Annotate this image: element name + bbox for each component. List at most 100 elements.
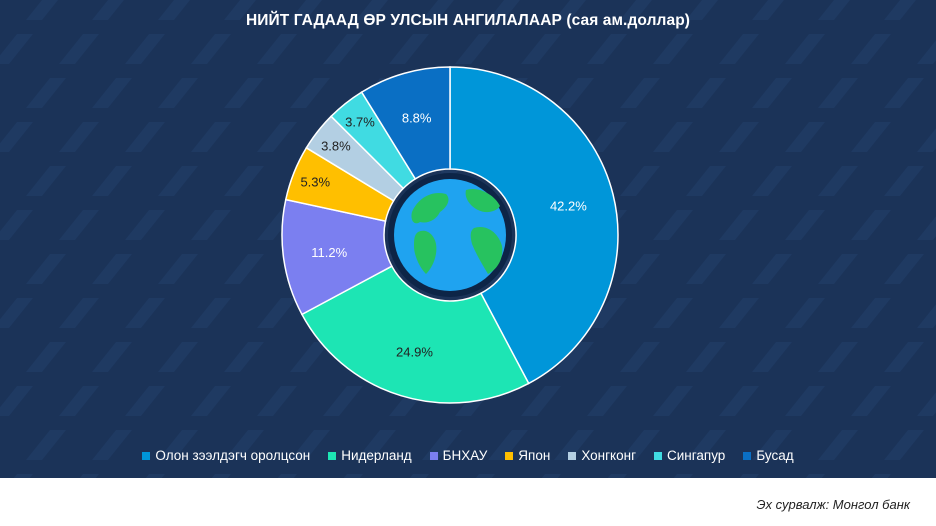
background-stripe (59, 34, 99, 64)
pie-slice-labels: 42.2% 24.9% 11.2% 5.3% 3.8% 3.7% 8.8% (300, 111, 587, 360)
background-stripe (13, 474, 33, 478)
background-stripe (158, 342, 198, 372)
background-stripe (26, 430, 66, 460)
background-stripe (257, 298, 297, 328)
legend-swatch (505, 451, 514, 460)
background-stripe (719, 34, 759, 64)
background-stripe (158, 254, 198, 284)
legend-swatch (328, 451, 337, 460)
background-stripe (191, 122, 231, 152)
background-stripe (587, 386, 627, 416)
background-stripe (191, 34, 231, 64)
background-stripe (290, 342, 330, 372)
background-stripe (653, 386, 693, 416)
pie-slices (281, 66, 619, 404)
background-stripe (785, 210, 825, 240)
legend-label: Япон (518, 448, 551, 463)
legend-item: Хонгконг (568, 448, 636, 463)
background-stripe (884, 0, 916, 20)
background-stripe (125, 386, 165, 416)
background-stripe (125, 122, 165, 152)
background-stripe (620, 166, 660, 196)
background-stripe (257, 122, 297, 152)
chart-legend: Олон зээлдэгч оролцсон Нидерланд БНХАУ Япон… (0, 448, 936, 463)
background-stripe (719, 298, 759, 328)
legend-item: БНХАУ (429, 448, 488, 463)
background-stripe (620, 254, 660, 284)
background-stripe (884, 430, 924, 460)
background-stripe (224, 254, 264, 284)
background-stripe (587, 298, 627, 328)
background-stripe (620, 342, 660, 372)
background-stripe (587, 122, 627, 152)
background-stripe (851, 386, 891, 416)
background-stripe (587, 34, 627, 64)
background-stripe (851, 298, 891, 328)
background-stripe (917, 128, 936, 152)
background-stripe (323, 34, 363, 64)
background-stripe (818, 166, 858, 196)
background-stripe (785, 34, 825, 64)
chart-panel: НИЙТ ГАДААД ӨР УЛСЫН АНГИЛАЛААР (сая ам.… (0, 0, 936, 478)
background-stripe (125, 34, 165, 64)
background-stripe (686, 0, 718, 20)
pie-slice-label: 24.9% (396, 345, 433, 360)
background-stripe (752, 78, 792, 108)
background-stripe (719, 122, 759, 152)
background-stripe (455, 34, 495, 64)
background-stripe (620, 78, 660, 108)
background-stripe (785, 298, 825, 328)
background-stripe (277, 474, 297, 478)
background-stripe (343, 474, 363, 478)
background-stripe (145, 474, 165, 478)
background-stripe (818, 254, 858, 284)
background-stripe (0, 386, 33, 416)
background-stripe (686, 430, 726, 460)
background-stripe (752, 342, 792, 372)
background-stripe (521, 34, 561, 64)
background-stripe (0, 34, 33, 64)
background-stripe (290, 78, 330, 108)
background-stripe (211, 474, 231, 478)
pie-slice-label: 42.2% (550, 199, 587, 214)
background-stripe (191, 386, 231, 416)
background-stripe (917, 392, 936, 416)
background-stripe (224, 78, 264, 108)
pie-slice (360, 66, 451, 180)
background-stripe (422, 0, 454, 20)
background-stripe (488, 0, 520, 20)
background-stripe (805, 474, 825, 478)
legend-swatch (743, 451, 752, 460)
background-stripe (785, 122, 825, 152)
pie-slice-label: 11.2% (311, 245, 347, 260)
background-stripe (719, 386, 759, 416)
donut-chart: 42.2% 24.9% 11.2% 5.3% 3.8% 3.7% 8.8% (281, 66, 619, 404)
background-stripe (752, 166, 792, 196)
background-stripe (917, 216, 936, 240)
background-stripe (59, 386, 99, 416)
background-stripe (739, 474, 759, 478)
background-stripe (884, 78, 924, 108)
background-stripe (158, 78, 198, 108)
background-stripe (686, 254, 726, 284)
background-stripe (785, 386, 825, 416)
legend-label: Хонгконг (581, 448, 636, 463)
legend-label: БНХАУ (442, 448, 488, 463)
pie-slice-label: 8.8% (402, 111, 432, 126)
background-stripe (620, 0, 652, 20)
background-stripe (59, 210, 99, 240)
background-stripe (290, 0, 322, 20)
globe-land-northwest (411, 192, 449, 224)
background-stripe (191, 210, 231, 240)
background-stripe (752, 430, 792, 460)
background-stripe (158, 0, 190, 20)
legend-swatch (429, 451, 438, 460)
background-stripe (59, 122, 99, 152)
background-stripe (323, 386, 363, 416)
background-stripe (653, 298, 693, 328)
background-stripe (752, 0, 784, 20)
chart-title: НИЙТ ГАДААД ӨР УЛСЫН АНГИЛАЛААР (сая ам.… (245, 12, 691, 29)
background-stripe (0, 298, 33, 328)
background-stripe (917, 304, 936, 328)
pie-slice-label: 3.8% (321, 139, 351, 154)
